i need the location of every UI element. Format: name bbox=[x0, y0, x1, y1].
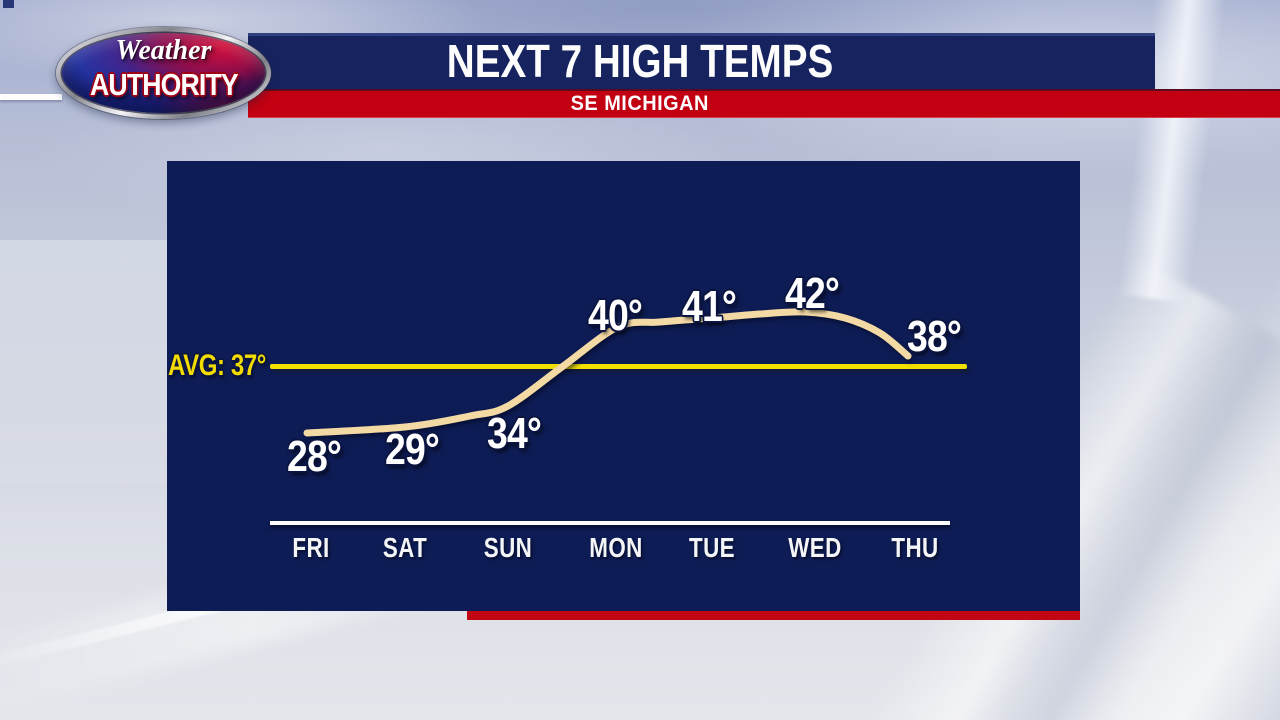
page-title-text: NEXT 7 HIGH TEMPS bbox=[446, 35, 834, 87]
weather-authority-logo: Weather AUTHORITY bbox=[56, 27, 271, 119]
bg-corner-mark bbox=[3, 0, 14, 8]
average-label: AVG: 37° bbox=[168, 349, 266, 382]
day-label-sun: SUN bbox=[483, 532, 533, 563]
bg-light-band bbox=[0, 240, 170, 485]
temp-label-thu: 38° bbox=[906, 312, 962, 361]
title-bar bbox=[248, 33, 1155, 89]
chart-panel-red-strip bbox=[467, 611, 1080, 620]
temp-label-tue: 41° bbox=[681, 282, 737, 331]
day-label-fri: FRI bbox=[292, 532, 330, 563]
temp-label-fri: 28° bbox=[286, 432, 342, 481]
header-accent-line bbox=[0, 94, 62, 100]
day-axis-line bbox=[270, 521, 950, 525]
day-label-tue: TUE bbox=[689, 532, 735, 563]
page-subtitle: SE MICHIGAN bbox=[0, 89, 1280, 118]
day-label-sat: SAT bbox=[382, 532, 428, 563]
average-line bbox=[270, 364, 967, 369]
page-subtitle-text: SE MICHIGAN bbox=[570, 91, 710, 115]
temp-label-mon: 40° bbox=[587, 291, 643, 340]
day-label-wed: WED bbox=[788, 532, 842, 563]
day-label-thu: THU bbox=[891, 532, 939, 563]
logo-authority-text: AUTHORITY bbox=[89, 67, 239, 102]
page-title: NEXT 7 HIGH TEMPS bbox=[0, 33, 1280, 89]
logo-oval bbox=[62, 33, 265, 113]
logo-weather-text: Weather bbox=[115, 35, 212, 66]
temp-label-sun: 34° bbox=[486, 409, 542, 458]
temp-label-sat: 29° bbox=[384, 425, 440, 474]
temp-label-wed: 42° bbox=[784, 269, 840, 318]
day-label-mon: MON bbox=[589, 532, 643, 563]
subtitle-bar bbox=[248, 89, 1280, 118]
